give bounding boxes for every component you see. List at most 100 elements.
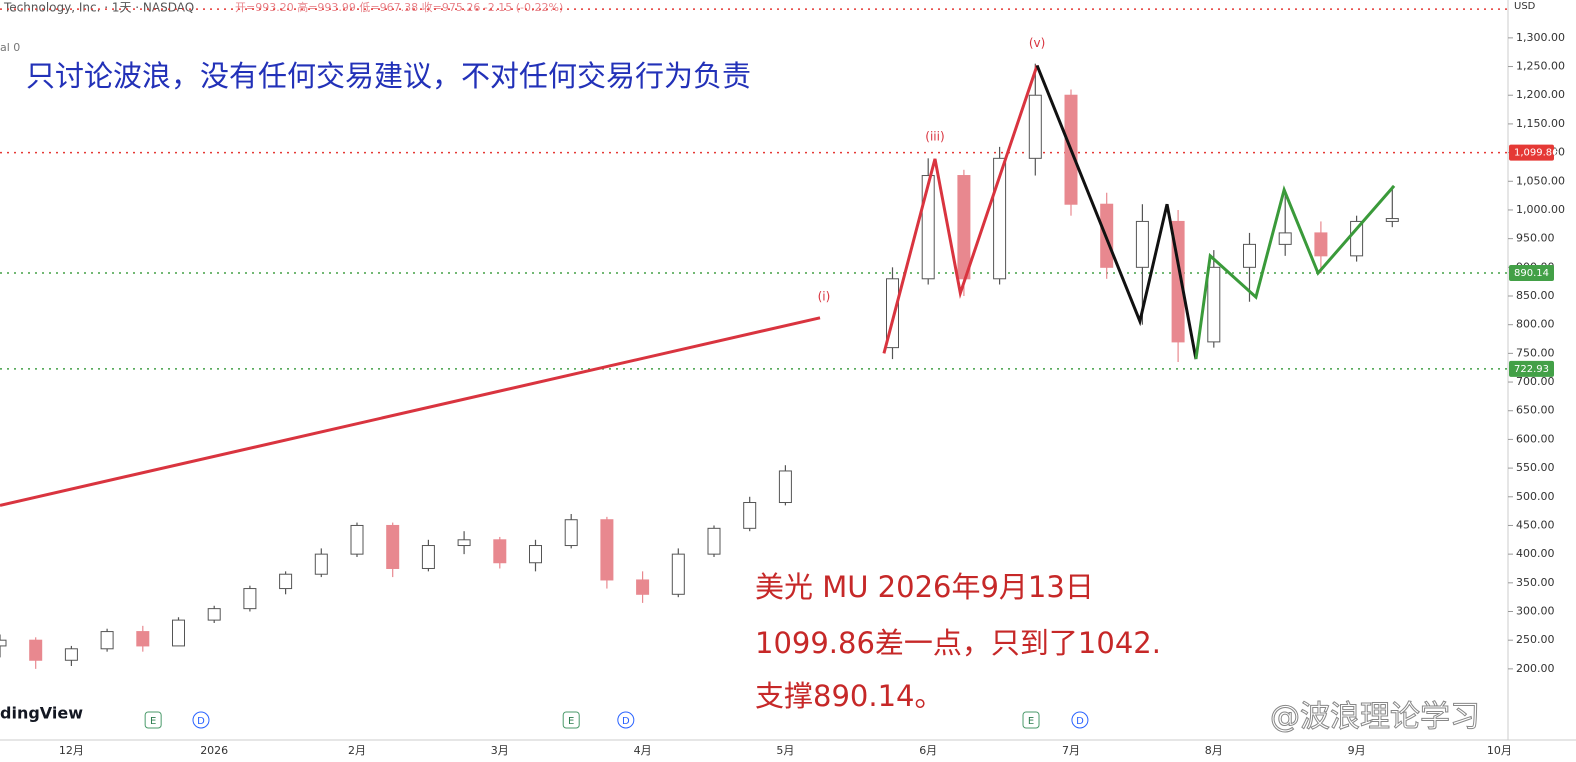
candle-body [29,639,43,661]
y-tick-label: 700.00 [1516,375,1555,388]
candle-body [421,545,435,569]
event-label: E [150,716,156,727]
x-tick-label: 3月 [491,744,509,757]
x-tick-label: 4月 [634,744,652,757]
wave-label: (i) [818,290,831,304]
candle-body [778,470,792,504]
level-label: 1,099.86 [1514,148,1559,159]
y-tick-label: 250.00 [1516,633,1555,646]
note: 支撑890.14。 [755,679,943,713]
event-label: D [622,716,630,727]
candle-body [743,502,757,529]
wave-line [0,316,821,507]
x-tick-label: 2026 [200,744,228,757]
y-tick-label: 300.00 [1516,605,1555,618]
event-icon [1022,711,1040,729]
y-tick-label: 200.00 [1516,662,1555,675]
y-tick-label: 800.00 [1516,318,1555,331]
x-tick-label: 6月 [919,744,937,757]
y-tick-label: 850.00 [1516,289,1555,302]
candle-body [600,519,614,581]
event-icon [144,711,162,729]
candle-body [136,631,150,647]
candle-body [0,639,7,647]
x-tick-label: 5月 [776,744,794,757]
candle-body [207,608,221,621]
note: 美光 MU 2026年9月13日 [755,570,1094,604]
wave-line [882,64,1039,354]
candle-body [172,619,185,647]
y-tick-label: 950.00 [1516,232,1555,245]
candle-body [1243,243,1256,268]
y-tick-label: 1,300.00 [1516,31,1565,44]
wave-label: (iii) [925,130,944,144]
y-tick-label: 1,050.00 [1516,174,1565,187]
event-label: D [1076,716,1084,727]
disclaimer: 只讨论波浪，没有任何交易建议，不对任何交易行为负责 [26,59,751,93]
y-tick-label: 500.00 [1516,490,1555,503]
watermark: @波浪理论学习 [1270,700,1480,735]
candle-body [671,553,685,595]
level-tag [1509,360,1554,377]
candle-body [279,573,293,590]
candle-body [100,631,114,650]
wave-line [1035,64,1198,360]
candle-body [1385,218,1399,222]
candle-body [1028,94,1042,159]
y-tick-label: 750.00 [1516,346,1555,359]
candle-body [529,545,542,564]
candle-body [957,175,971,280]
event-label: E [568,716,574,727]
event-icon [617,711,635,729]
candle-body [564,519,578,547]
candle-body [314,553,328,575]
candle-body [1314,232,1328,257]
y-tick-label: 1,200.00 [1516,88,1565,101]
x-tick-label: 10月 [1487,744,1512,757]
x-tick-label: 2月 [348,744,366,757]
y-tick-label: 1,150.00 [1516,117,1565,130]
logo: dingView [0,704,83,723]
level-tag [1509,144,1554,161]
level-label: 890.14 [1514,268,1549,279]
wave-label: (v) [1029,36,1045,50]
candle-body [636,579,650,595]
x-tick-label: 8月 [1205,744,1223,757]
candle-body [386,524,400,569]
header: Technology, Inc. · 1天 · NASDAQ [3,1,194,15]
event-label: E [1028,716,1034,727]
y-tick-label: 600.00 [1516,432,1555,445]
event-icon [192,711,210,729]
level-tag [1509,264,1554,281]
x-tick-label: 12月 [59,744,84,757]
currency: USD [1514,1,1536,12]
y-tick-label: 550.00 [1516,461,1555,474]
y-tick-label: 1,250.00 [1516,60,1565,73]
candle-body [1135,220,1149,268]
candle-body [1207,266,1221,343]
y-tick-label: 450.00 [1516,518,1555,531]
wave-line [1194,184,1396,360]
note: 1099.86差一点，只到了1042. [755,626,1161,660]
candle-body [64,648,78,661]
x-tick-label: 7月 [1062,744,1080,757]
candle-body [243,588,257,610]
candle-body [457,539,471,547]
y-tick-label: 350.00 [1516,576,1555,589]
candle-body [1278,232,1292,245]
candle-body [493,539,507,564]
event-icon [1071,711,1089,729]
event-label: D [197,716,205,727]
level-label: 722.93 [1514,364,1549,375]
event-icon [562,711,580,729]
y-tick-label: 400.00 [1516,547,1555,560]
ohlc: 开=993.20 高=993.99 低=967.38 收=975.26 -2.1… [235,0,563,14]
y-tick-label: 1,000.00 [1516,203,1565,216]
y-tick-label: 650.00 [1516,404,1555,417]
candle-body [707,527,721,555]
left-label: al 0 [0,41,20,54]
x-tick-label: 9月 [1348,744,1366,757]
candle-body [921,175,935,280]
